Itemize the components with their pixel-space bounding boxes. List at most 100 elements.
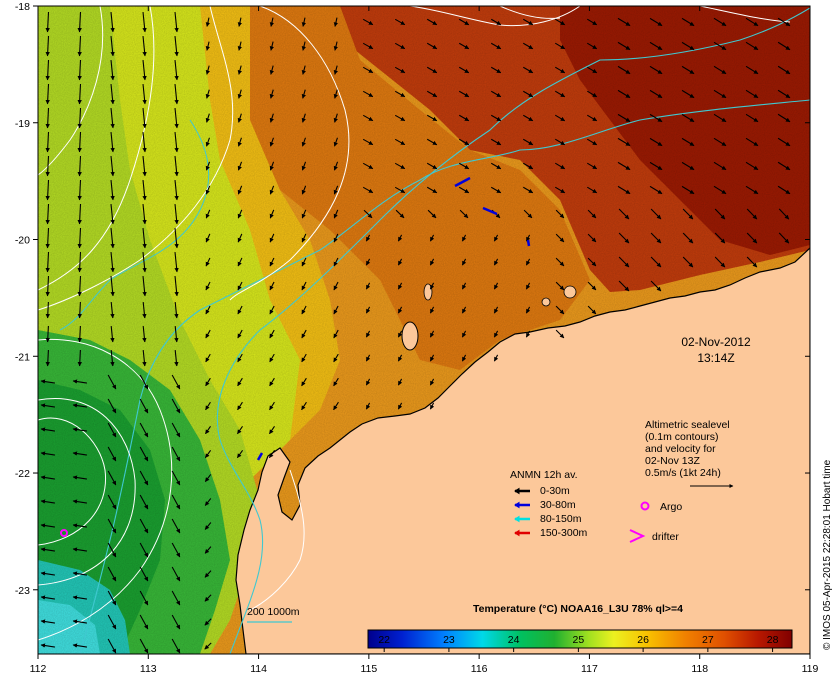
velocity-arrow — [365, 330, 371, 338]
velocity-arrow — [171, 422, 181, 438]
lat-tick-label: -19 — [15, 118, 30, 130]
velocity-arrow — [681, 89, 695, 99]
velocity-arrow — [777, 17, 791, 27]
velocity-arrow — [333, 41, 339, 51]
velocity-arrow — [490, 186, 502, 194]
velocity-arrow — [204, 618, 212, 626]
velocity-arrow — [139, 590, 149, 606]
velocity-arrow — [461, 330, 467, 338]
velocity-arrow — [77, 131, 82, 153]
velocity-arrow — [333, 353, 339, 363]
velocity-arrow — [522, 66, 534, 74]
velocity-arrow — [142, 131, 147, 153]
velocity-arrow — [394, 18, 406, 26]
velocity-arrow — [555, 209, 565, 219]
velocity-arrow — [490, 42, 502, 50]
velocity-arrow — [171, 374, 181, 390]
velocity-arrow — [587, 209, 597, 219]
velocity-arrow — [77, 325, 82, 343]
velocity-arrow — [171, 590, 181, 606]
velocity-arrow — [682, 256, 694, 268]
velocity-arrow — [333, 233, 339, 243]
velocity-arrow — [205, 401, 211, 411]
velocity-arrow — [174, 83, 179, 105]
lat-tick-label: -21 — [15, 351, 30, 363]
velocity-arrow — [713, 65, 727, 75]
velocity-arrow — [587, 281, 597, 291]
velocity-arrow — [72, 643, 87, 648]
velocity-arrow — [139, 374, 149, 390]
velocity-arrow — [713, 113, 727, 123]
velocity-arrow — [269, 17, 275, 27]
velocity-arrow — [77, 179, 82, 201]
velocity-arrow — [555, 257, 565, 267]
velocity-arrow — [269, 257, 275, 267]
velocity-arrow — [555, 233, 565, 243]
velocity-arrow — [745, 113, 759, 123]
velocity-arrow — [461, 258, 467, 266]
velocity-arrow — [617, 17, 631, 27]
lon-tick-label: 117 — [581, 663, 598, 675]
velocity-arrow — [110, 59, 115, 81]
velocity-arrow — [45, 325, 50, 343]
lon-tick-label: 113 — [140, 663, 157, 675]
velocity-arrow — [745, 137, 759, 147]
velocity-arrow — [269, 209, 275, 219]
velocity-arrow — [269, 137, 274, 147]
velocity-arrow — [110, 155, 115, 177]
anmn-mooring-vectors — [256, 176, 531, 461]
velocity-arrow — [45, 59, 50, 81]
velocity-arrow — [237, 65, 242, 75]
drifter-legend-label: drifter — [652, 531, 679, 543]
argo-legend-label: Argo — [660, 501, 682, 513]
velocity-arrow — [40, 427, 55, 432]
velocity-arrow — [174, 179, 179, 201]
velocity-arrow — [333, 401, 339, 411]
velocity-arrow — [493, 282, 499, 290]
velocity-arrow — [142, 227, 147, 249]
velocity-arrow — [333, 329, 339, 339]
velocity-arrow — [205, 233, 211, 243]
velocity-arrow — [682, 208, 694, 220]
velocity-arrow — [110, 83, 115, 105]
velocity-arrow — [72, 547, 87, 552]
velocity-arrow — [586, 162, 598, 170]
velocity-arrow — [205, 161, 211, 171]
velocity-arrow — [333, 185, 339, 195]
velocity-arrow — [777, 65, 791, 75]
velocity-arrow — [365, 354, 371, 362]
velocity-arrow — [139, 422, 149, 438]
velocity-arrow — [174, 301, 179, 319]
velocity-arrow — [617, 113, 631, 123]
velocity-arrow — [269, 329, 275, 339]
anmn-legend-arrowhead — [514, 501, 520, 509]
velocity-arrow — [394, 66, 406, 74]
velocity-arrow — [142, 107, 147, 129]
argo-legend-marker — [640, 501, 650, 511]
velocity-arrow — [171, 614, 181, 630]
velocity-arrow — [649, 185, 663, 195]
altimetry-line-2: (0.1m contours) — [645, 431, 719, 443]
velocity-arrow — [301, 329, 307, 339]
velocity-arrow — [107, 566, 117, 582]
velocity-arrow — [107, 470, 117, 486]
colorbar-tick-label: 23 — [443, 634, 455, 646]
velocity-arrow — [269, 401, 275, 411]
lon-tick-label: 116 — [471, 663, 488, 675]
velocity-arrow — [40, 499, 55, 504]
velocity-arrow — [617, 161, 631, 171]
velocity-arrow — [397, 402, 403, 410]
sealevel-contours — [38, 6, 791, 641]
velocity-arrow — [333, 113, 338, 123]
velocity-arrow — [522, 186, 534, 194]
velocity-arrow — [713, 89, 727, 99]
velocity-arrow — [237, 113, 242, 123]
velocity-arrow — [174, 325, 179, 343]
velocity-arrow — [365, 306, 371, 314]
velocity-arrow — [682, 232, 694, 244]
velocity-arrow — [362, 186, 374, 194]
velocity-arrow — [269, 425, 275, 435]
velocity-arrow — [458, 186, 470, 194]
velocity-arrow — [490, 114, 502, 122]
